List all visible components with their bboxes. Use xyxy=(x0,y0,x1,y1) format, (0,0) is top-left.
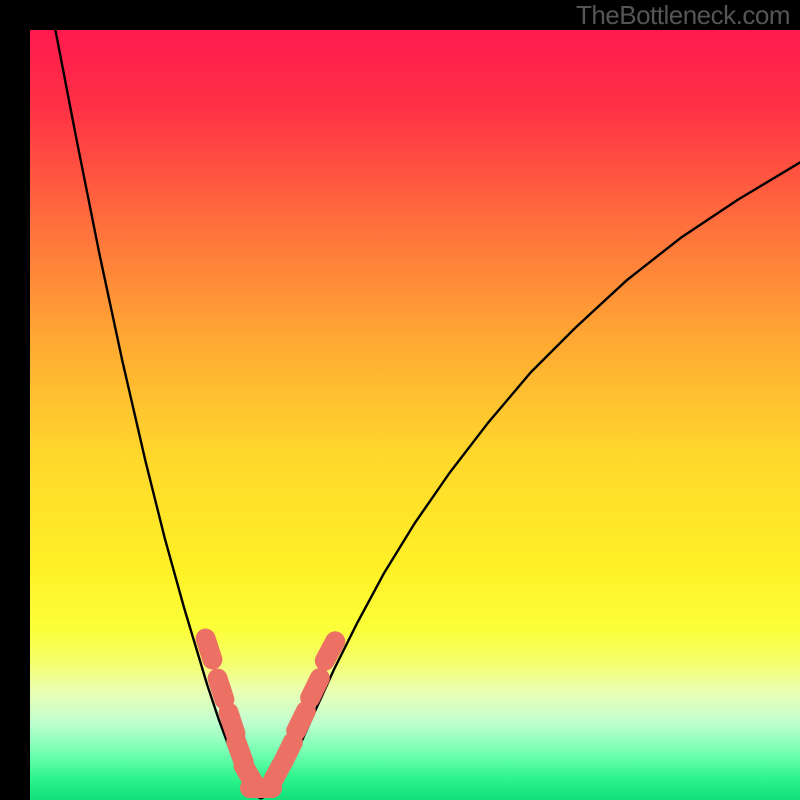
v-curve-path xyxy=(55,30,800,798)
data-pill xyxy=(193,626,225,672)
data-pill xyxy=(312,627,349,673)
chart-plot-area xyxy=(30,30,800,800)
watermark-label: TheBottleneck.com xyxy=(576,0,790,31)
data-pill xyxy=(297,664,333,711)
bottleneck-curve xyxy=(30,30,800,800)
